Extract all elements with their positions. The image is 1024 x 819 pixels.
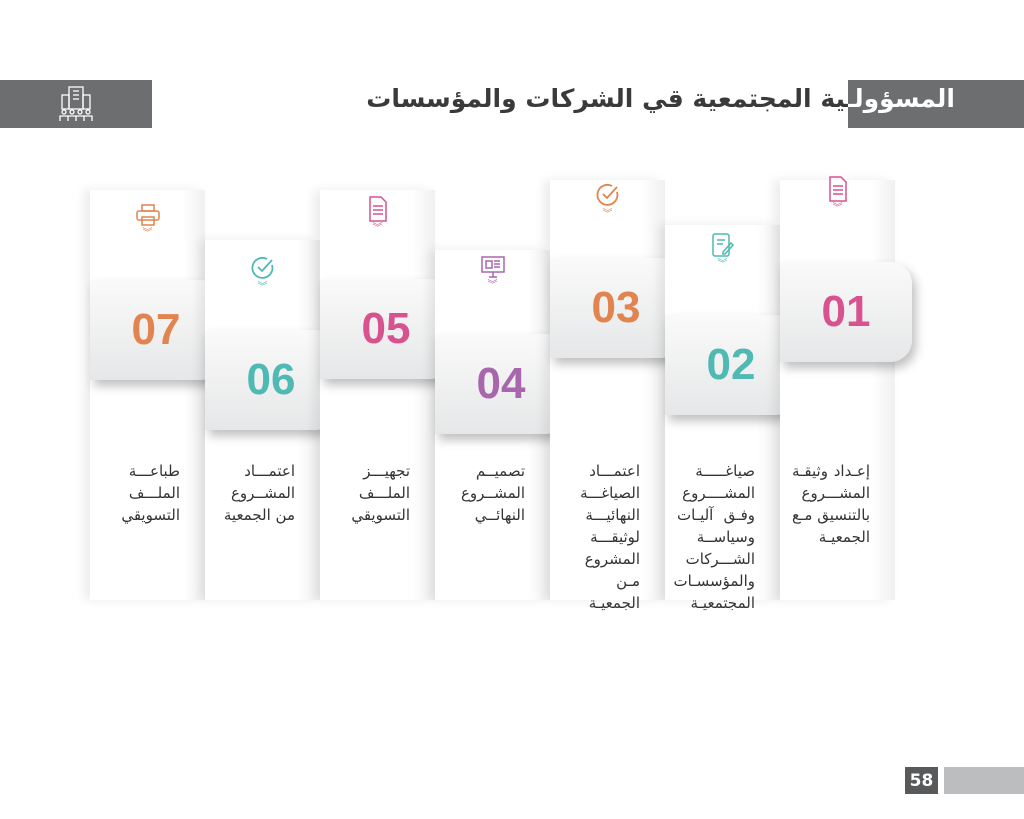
document-icon: ︾ <box>823 176 853 220</box>
check-circle-icon: ︾ <box>248 255 278 299</box>
page-footer-bar <box>944 767 1024 794</box>
building-people-icon <box>59 86 93 121</box>
step-card: ︾ 04 <box>435 250 567 600</box>
step-card: ︾ 01 <box>780 176 912 600</box>
page-title: المسؤولـية المجتمعية قي الشركات والمؤسسا… <box>366 84 955 113</box>
step-ribbon: 06 <box>205 330 337 430</box>
check-circle-icon: ︾ <box>593 182 623 226</box>
step-number: 06 <box>246 355 296 404</box>
step-card: ︾ 03 <box>550 180 682 600</box>
step-number: 01 <box>821 287 871 336</box>
step-ribbon: 01 <box>780 262 912 362</box>
step-description: اعتمـــاد المشــروع من الجمعية <box>223 462 295 524</box>
step-card: ︾ 02 <box>665 225 797 600</box>
step-description: صياغـــــة المشــــروع وفـق آليـات وسياس… <box>673 462 755 612</box>
step-ribbon: 07 <box>90 280 222 380</box>
step-ribbon: 05 <box>320 279 452 379</box>
step-description: اعتمـــاد الصياغـــة النهائيـــة لوثيقــ… <box>580 462 640 612</box>
step-ribbon: 04 <box>435 334 567 434</box>
printer-icon: ︾ <box>133 203 163 247</box>
step-description: تصميــم المشــروع النهائــي <box>460 462 525 524</box>
step-number: 07 <box>131 305 181 354</box>
step-card: ︾ 06 <box>205 240 337 600</box>
edit-note-icon: ︾ <box>708 232 738 276</box>
step-number: 03 <box>591 283 641 332</box>
document-icon: ︾ <box>363 196 393 240</box>
step-card: ︾ 07 <box>90 190 222 600</box>
step-card: ︾ 05 <box>320 190 452 600</box>
step-ribbon: 02 <box>665 315 797 415</box>
monitor-design-icon: ︾ <box>478 255 508 299</box>
step-number: 02 <box>706 340 756 389</box>
step-description: تجهيـــز الملـــف التسويقي <box>351 462 410 524</box>
step-number: 04 <box>476 359 526 408</box>
step-description: طباعـــة الملـــف التسويقي <box>121 462 180 524</box>
page-number: 58 <box>905 767 938 794</box>
step-description: إعـداد وثيقـة المشـــروع بالتنسيق مـع ال… <box>792 462 870 546</box>
step-number: 05 <box>361 304 411 353</box>
header-icon-box <box>0 80 152 128</box>
step-ribbon: 03 <box>550 258 682 358</box>
header-accent-box <box>848 80 1024 128</box>
